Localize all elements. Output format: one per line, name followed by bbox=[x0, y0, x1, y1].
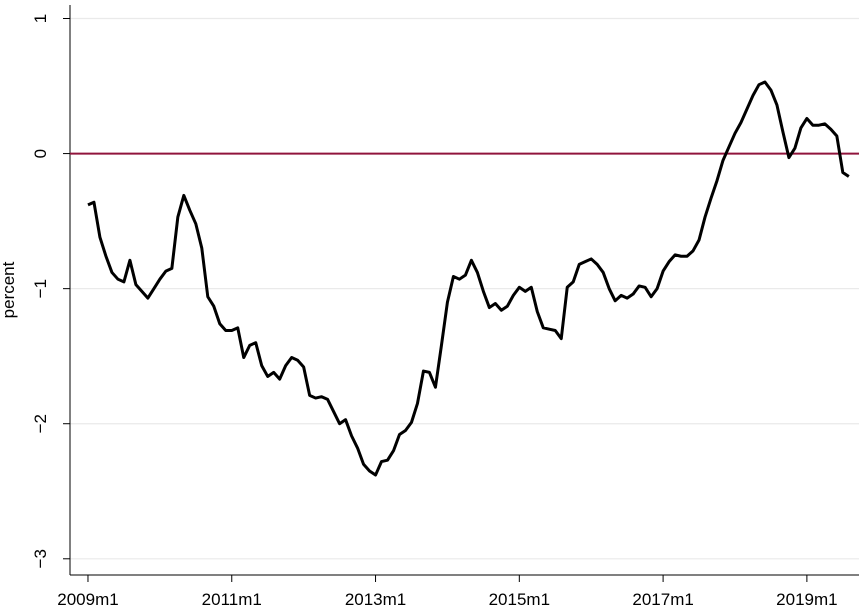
data-line bbox=[87, 80, 850, 477]
y-tick-label: 0 bbox=[31, 149, 50, 158]
x-tick-label: 2009m1 bbox=[57, 590, 118, 609]
x-tick-label: 2017m1 bbox=[632, 590, 693, 609]
x-tick-label: 2011m1 bbox=[202, 590, 262, 609]
y-axis-title: percent bbox=[0, 261, 18, 318]
y-tick-label: −3 bbox=[31, 549, 50, 568]
y-tick-label: 1 bbox=[31, 14, 50, 23]
x-tick-label: 2019m1 bbox=[776, 590, 837, 609]
x-tick-label: 2013m1 bbox=[345, 590, 406, 609]
y-tick-label: −1 bbox=[31, 279, 50, 298]
x-tick-label: 2015m1 bbox=[489, 590, 550, 609]
y-tick-label: −2 bbox=[31, 414, 50, 433]
